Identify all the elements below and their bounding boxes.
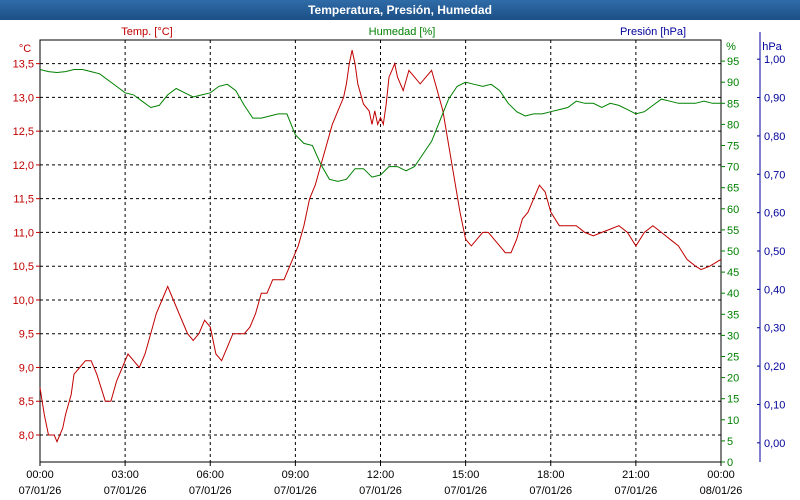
- x-tick-date-label: 07/01/26: [19, 485, 62, 497]
- humidity-tick-label: 45: [727, 267, 739, 279]
- humidity-tick-label: 70: [727, 162, 739, 174]
- x-tick-date-label: 07/01/26: [189, 485, 232, 497]
- series-layer: [39, 49, 722, 443]
- pressure-tick-label: 0,90: [764, 93, 785, 105]
- pressure-tick-label: 0,20: [764, 361, 785, 373]
- humidity-tick-label: 5: [727, 436, 733, 448]
- humidity-tick-label: 10: [727, 415, 739, 427]
- pressure-tick-label: 0,00: [764, 438, 785, 450]
- humidity-tick-label: 30: [727, 330, 739, 342]
- x-tick-time-label: 09:00: [282, 469, 310, 481]
- axes: 00:00 07/01/26 03:00 07/01/26 06:00 07/01/26 0…: [13, 32, 785, 497]
- humidity-tick-label: 35: [727, 309, 739, 321]
- humidity-tick-label: 25: [727, 352, 739, 364]
- temp-tick-label: 11,0: [13, 227, 34, 239]
- humidity-tick-label: 85: [727, 98, 739, 110]
- temp-tick-label: 13,0: [13, 92, 34, 104]
- pressure-tick-label: 0,40: [764, 284, 785, 296]
- x-tick-date-label: 07/01/26: [359, 485, 402, 497]
- humidity-tick-label: 55: [727, 225, 739, 237]
- temp-tick-label: 8,0: [19, 430, 34, 442]
- humidity-tick-label: 60: [727, 204, 739, 216]
- x-tick-time-label: 03:00: [111, 469, 139, 481]
- x-tick-date-label: 07/01/26: [444, 485, 487, 497]
- x-tick-time-label: 15:00: [452, 469, 480, 481]
- humidity-tick-label: 0: [727, 457, 733, 469]
- temp-tick-label: 9,5: [19, 329, 34, 341]
- chart-canvas: 00:00 07/01/26 03:00 07/01/26 06:00 07/01/26 0…: [13, 26, 786, 497]
- x-tick-time-label: 00:00: [707, 469, 735, 481]
- humidity-series-line: [39, 69, 721, 182]
- temp-tick-label: 10,5: [13, 261, 34, 273]
- pressure-tick-label: 0,60: [764, 208, 785, 220]
- humidity-series-label: Humedad [%]: [369, 26, 436, 38]
- left-axis-unit: °C: [19, 43, 31, 55]
- pressure-tick-label: 0,30: [764, 323, 785, 335]
- x-tick-time-label: 18:00: [537, 469, 565, 481]
- pressure-axis-unit: hPa: [762, 41, 782, 53]
- temp-tick-label: 12,5: [13, 126, 34, 138]
- x-tick-date-label: 07/01/26: [274, 485, 317, 497]
- pressure-series-label: Presión [hPa]: [620, 26, 686, 38]
- pressure-tick-label: 0,70: [764, 169, 785, 181]
- humidity-tick-label: 20: [727, 373, 739, 385]
- humidity-tick-label: 75: [727, 141, 739, 153]
- pressure-tick-label: 0,10: [764, 399, 785, 411]
- x-tick-date-label: 07/01/26: [529, 485, 572, 497]
- x-tick-time-label: 00:00: [26, 469, 54, 481]
- humidity-tick-label: 65: [727, 183, 739, 195]
- temp-tick-label: 8,5: [19, 396, 34, 408]
- humidity-tick-label: 95: [727, 56, 739, 68]
- humidity-tick-label: 40: [727, 288, 739, 300]
- humidity-tick-label: 80: [727, 119, 739, 131]
- chart-title: Temperatura, Presión, Humedad: [0, 0, 800, 20]
- pressure-tick-label: 0,80: [764, 131, 785, 143]
- x-tick-time-label: 06:00: [196, 469, 224, 481]
- grid: [40, 40, 721, 462]
- x-tick-time-label: 21:00: [622, 469, 650, 481]
- temp-tick-label: 13,5: [13, 59, 34, 71]
- temp-series-label: Temp. [°C]: [121, 26, 172, 38]
- temp-tick-label: 10,0: [13, 295, 34, 307]
- temp-tick-label: 9,0: [19, 362, 34, 374]
- x-tick-date-label: 08/01/26: [700, 485, 743, 497]
- x-tick-time-label: 12:00: [367, 469, 395, 481]
- x-tick-date-label: 07/01/26: [104, 485, 147, 497]
- temp-series-line: [39, 49, 722, 443]
- humidity-tick-label: 15: [727, 394, 739, 406]
- humidity-tick-label: 50: [727, 246, 739, 258]
- temp-tick-label: 11,5: [13, 194, 34, 206]
- temp-tick-label: 12,0: [13, 160, 34, 172]
- humidity-axis-unit: %: [726, 41, 736, 53]
- pressure-tick-label: 0,50: [764, 246, 785, 258]
- pressure-tick-label: 1,00: [764, 54, 785, 66]
- humidity-tick-label: 90: [727, 77, 739, 89]
- x-tick-date-label: 07/01/26: [614, 485, 657, 497]
